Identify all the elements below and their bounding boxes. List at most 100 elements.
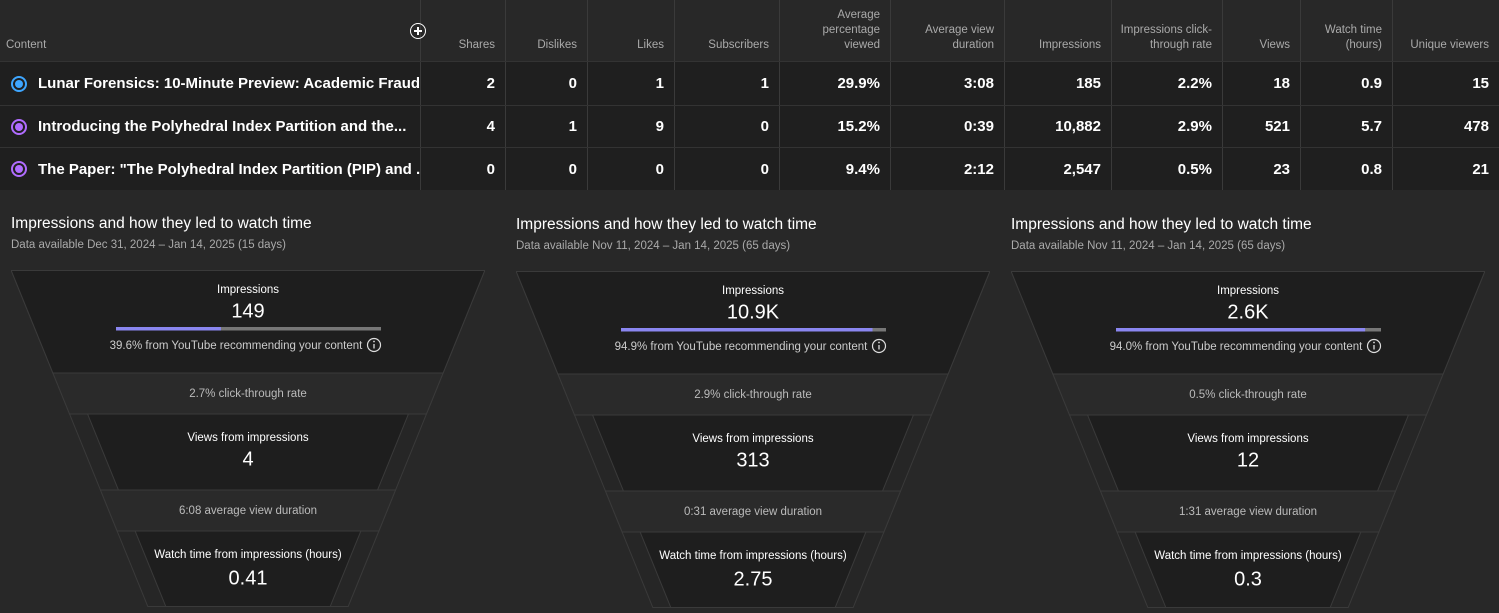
metric-cell: 1 [674,62,779,105]
funnel-subtitle: Data available Nov 11, 2024 – Jan 14, 20… [516,240,791,252]
impressions-value: 10.9K [727,301,780,323]
metric-cell: 2 [420,62,505,105]
metric-cell: 2.2% [1111,62,1222,105]
content-title: The Paper: "The Polyhedral Index Partiti… [38,160,420,178]
metric-cell: 29.9% [779,62,890,105]
row-selector[interactable] [11,118,27,135]
watch-stage [134,530,362,607]
funnel: Impressions 2.6K 94.0% from YouTube recomm… [1011,271,1485,608]
info-icon[interactable] [366,337,382,353]
impressions-value: 2.6K [1227,301,1269,323]
ctr-stage [52,372,444,415]
ctr-text: 0.5% click-through rate [1189,389,1307,401]
metric-cell: 15.2% [779,106,890,147]
views-label: Views from impressions [187,432,308,444]
info-icon[interactable] [1366,338,1382,354]
plus-v [417,27,419,35]
metric-cell: 0.9 [1300,62,1392,105]
recommended-track [116,327,381,331]
metric-cell: 0.5% [1111,148,1222,190]
column-header: Average view duration [890,0,1004,61]
watch-stage [1134,531,1362,608]
info-icon-dot [1373,341,1375,344]
views-value: 4 [242,448,253,470]
views-value: 313 [736,449,769,471]
column-header: Watch time (hours) [1300,0,1392,61]
watch-value: 0.3 [1234,568,1262,590]
views-label: Views from impressions [1187,433,1308,445]
ctr-stage [1052,373,1444,416]
views-value: 12 [1237,449,1259,471]
content-title: Introducing the Polyhedral Index Partiti… [38,118,407,135]
impressions-value: 149 [231,300,264,322]
metric-cell: 1 [505,106,587,147]
duration-text: 6:08 average view duration [179,505,317,517]
funnel-subtitle: Data available Nov 11, 2024 – Jan 14, 20… [1011,240,1286,252]
funnel-title: Impressions and how they led to watch ti… [11,215,312,232]
metric-cell: 3:08 [890,62,1004,105]
recommended-bar [116,327,221,331]
header-row: Content Shares Dislikes Likes Subscribers Ave… [0,0,1499,61]
ctr-text: 2.7% click-through rate [189,388,307,400]
watch-label: Watch time from impressions (hours) [154,549,342,561]
watch-label: Watch time from impressions (hours) [1154,550,1342,562]
info-icon-dot [878,341,880,344]
metric-cell: 0 [505,62,587,105]
column-header: Impressions click-through rate [1111,0,1222,61]
metric-cell: 21 [1392,148,1499,190]
metric-cell: 2,547 [1004,148,1111,190]
views-label: Views from impressions [692,433,813,445]
column-header: Views [1222,0,1300,61]
metric-cell: 0 [505,148,587,190]
watch-label: Watch time from impressions (hours) [659,550,847,562]
funnel-title: Impressions and how they led to watch ti… [1011,216,1312,233]
metric-cell: 10,882 [1004,106,1111,147]
column-header: Unique viewers [1392,0,1499,61]
info-icon[interactable] [871,338,887,354]
column-header: Subscribers [674,0,779,61]
add-column-button[interactable] [410,23,426,39]
duration-text: 1:31 average view duration [1179,506,1317,518]
metric-cell: 0 [587,148,674,190]
watch-stage [639,531,867,608]
metric-cell: 15 [1392,62,1499,105]
duration-text: 0:31 average view duration [684,506,822,518]
column-header: Content [6,39,47,51]
funnel: Impressions 149 39.6% from YouTube recomme… [11,270,485,607]
metric-cell: 2:12 [890,148,1004,190]
content-title: Lunar Forensics: 10-Minute Preview: Acad… [38,75,420,92]
impressions-label: Impressions [217,284,279,296]
metric-cell: 0:39 [890,106,1004,147]
metric-cell: 478 [1392,106,1499,147]
metric-cell: 9 [587,106,674,147]
metric-cell: 9.4% [779,148,890,190]
funnel-subtitle: Data available Dec 31, 2024 – Jan 14, 20… [11,239,286,251]
metric-cell: 18 [1222,62,1300,105]
metric-cell: 0 [420,148,505,190]
column-header: Dislikes [505,0,587,61]
duration-stage [604,490,902,533]
metric-cell: 0 [674,106,779,147]
metric-cell: 1 [587,62,674,105]
metric-cell: 2.9% [1111,106,1222,147]
metric-cell: 0 [674,148,779,190]
column-header: Shares [420,0,505,61]
recommended-text: 94.9% from YouTube recommending your con… [615,341,869,353]
metric-cell: 0.8 [1300,148,1392,190]
funnel: Impressions 10.9K 94.9% from YouTube recom… [516,271,990,608]
metric-cell: 521 [1222,106,1300,147]
funnel-title: Impressions and how they led to watch ti… [516,216,817,233]
table-row: The Paper: "The Polyhedral Index Partiti… [0,147,1499,190]
metric-cell: 185 [1004,62,1111,105]
row-selector[interactable] [11,75,27,92]
duration-stage [99,489,397,532]
impressions-label: Impressions [1217,285,1279,297]
row-selector[interactable] [11,161,27,177]
table-row: Lunar Forensics: 10-Minute Preview: Acad… [0,61,1499,105]
watch-value: 0.41 [229,567,268,589]
metric-cell: 5.7 [1300,106,1392,147]
column-header: Impressions [1004,0,1111,61]
metric-cell: 23 [1222,148,1300,190]
recommended-bar [1116,328,1366,332]
recommended-text: 94.0% from YouTube recommending your con… [1110,341,1364,353]
